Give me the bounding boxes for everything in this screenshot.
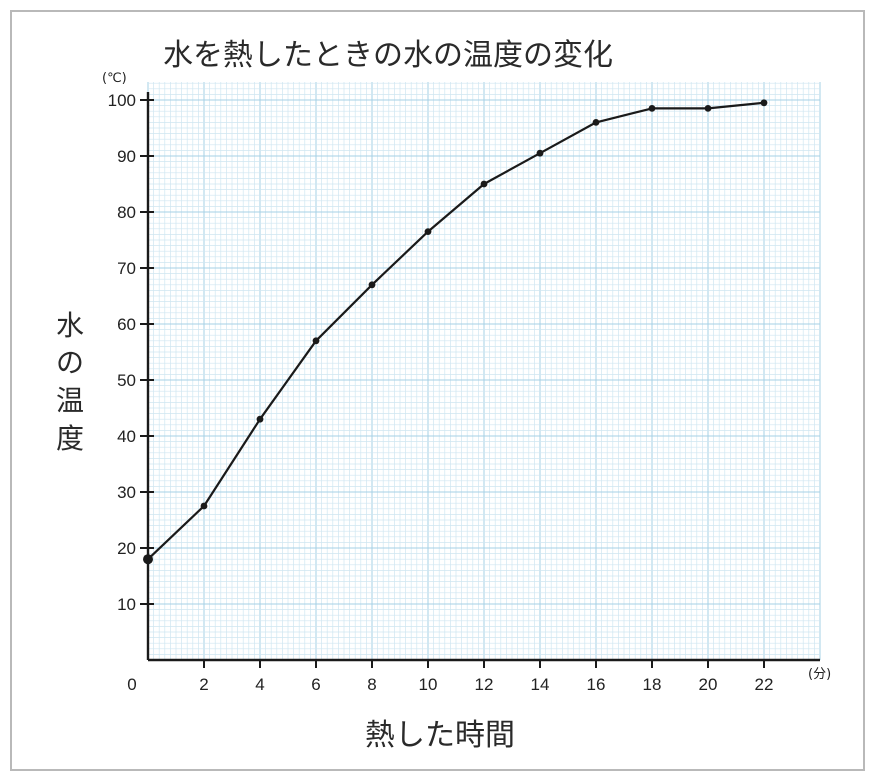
- y-tick-label: 40: [117, 427, 136, 446]
- data-point: [200, 502, 208, 510]
- y-tick-label: 80: [117, 203, 136, 222]
- y-tick-label: 90: [117, 147, 136, 166]
- x-axis-label: 熱した時間: [365, 718, 515, 753]
- y-axis-label: 水 の 温 度: [56, 309, 84, 455]
- data-point: [256, 415, 264, 423]
- x-axis-ticks: 0 2 4 6 8 10 12 14 16 18 20 22: [127, 660, 773, 694]
- x-tick-label: 12: [475, 675, 494, 694]
- chart-grid: [147, 82, 821, 661]
- data-point: [592, 119, 600, 126]
- x-tick-label: 14: [531, 675, 550, 694]
- y-axis-ticks: 10 20 30 40 50 60 70 80 90 100: [108, 91, 154, 614]
- y-tick-label: 60: [117, 315, 136, 334]
- data-point: [704, 105, 712, 112]
- x-tick-label: 4: [255, 675, 264, 694]
- data-point: [143, 554, 153, 565]
- x-tick-label: 16: [587, 675, 606, 694]
- data-point: [480, 180, 488, 188]
- x-tick-label: 18: [643, 675, 662, 694]
- y-tick-label: 10: [117, 595, 136, 614]
- x-tick-label: 20: [699, 675, 718, 694]
- x-axis-unit: (分): [808, 667, 831, 682]
- y-tick-label: 50: [117, 371, 136, 390]
- data-point: [648, 105, 656, 112]
- y-tick-label: 100: [108, 91, 136, 110]
- y-tick-label: 20: [117, 539, 136, 558]
- x-tick-label: 10: [419, 675, 438, 694]
- chart-frame: [10, 10, 865, 771]
- y-axis-unit: (℃): [102, 71, 127, 86]
- data-point: [368, 281, 376, 289]
- x-tick-label: 8: [367, 675, 376, 694]
- y-tick-label: 30: [117, 483, 136, 502]
- x-tick-label: 0: [127, 675, 136, 694]
- series-line: [147, 101, 765, 560]
- y-axis-label-char: 水: [56, 309, 84, 342]
- data-point: [424, 228, 432, 236]
- series-temperature: [143, 99, 768, 565]
- chart-title: 水を熱したときの水の温度の変化: [163, 38, 613, 73]
- data-point: [312, 337, 320, 345]
- y-axis-label-char: 温: [56, 384, 84, 417]
- data-point: [760, 99, 768, 107]
- x-tick-label: 2: [199, 675, 208, 694]
- y-tick-label: 70: [117, 259, 136, 278]
- data-point: [536, 149, 544, 157]
- y-axis-label-char: 度: [56, 422, 84, 455]
- x-tick-label: 6: [311, 675, 320, 694]
- x-tick-label: 22: [755, 675, 774, 694]
- y-axis-label-char: の: [56, 346, 84, 379]
